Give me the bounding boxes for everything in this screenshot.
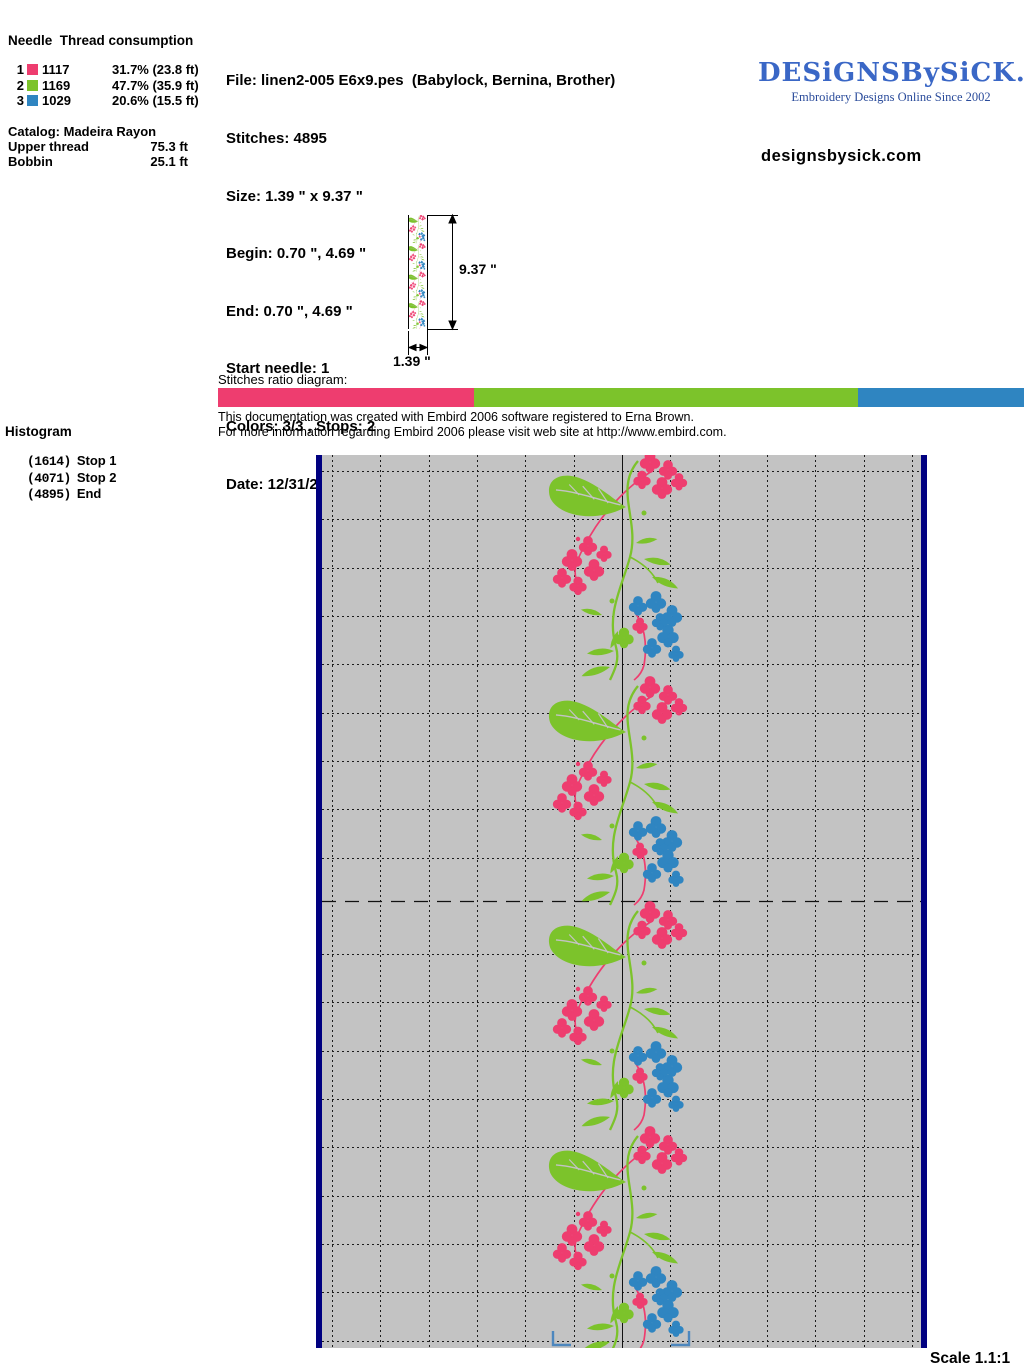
needle-number: 2 [16, 77, 24, 93]
thread-code: 1169 [42, 77, 71, 93]
stop-label: Stop 2 [76, 469, 117, 485]
bobbin-row: Bobbin 25.1 ft [8, 154, 188, 169]
upper-thread-value: 75.3 ft [150, 139, 188, 154]
needle-row: 1 1117 31.7% (23.8 ft) [8, 62, 199, 78]
width-dimension-label: 1.39 " [393, 353, 431, 369]
file-info-block: File: linen2-005 E6x9.pes (Babylock, Ber… [226, 33, 615, 513]
begin-line: Begin: 0.70 ", 4.69 " [226, 245, 367, 263]
thread-color-swatch [27, 64, 38, 76]
ratio-segment-pink [218, 388, 474, 407]
bobbin-label: Bobbin [8, 154, 53, 169]
embird-note: This documentation was created with Embi… [218, 410, 727, 440]
upper-thread-row: Upper thread 75.3 ft [8, 139, 188, 154]
histogram-entry: (1614) Stop 1 [27, 453, 117, 470]
stitch-count: (1614) [27, 454, 71, 469]
end-label: End [76, 486, 102, 501]
histogram-title: Histogram [5, 424, 72, 439]
needle-number: 3 [16, 93, 24, 109]
embroidery-design [322, 455, 691, 1348]
needle-number: 1 [16, 62, 24, 78]
designsbysick-logo: DESiGNSBySiCK.COM [758, 58, 1024, 88]
catalog-line: Catalog: Madeira Rayon [8, 124, 157, 139]
thread-consumption: 20.6% (15.5 ft) [112, 93, 199, 109]
dimension-lines [407, 213, 458, 355]
upper-thread-label: Upper thread [8, 139, 89, 154]
design-canvas [316, 455, 927, 1348]
thread-consumption: 47.7% (35.9 ft) [112, 77, 199, 93]
selection-corner-bottom-right [671, 1331, 691, 1347]
stitches-line: Stitches: 4895 [226, 130, 327, 148]
colors-stops-line: Colors: 3/3 , Stops: 2 [226, 418, 376, 436]
selection-corner-bottom-left [551, 1331, 571, 1347]
thread-color-swatch [27, 95, 38, 107]
thread-code: 1029 [42, 93, 71, 109]
thread-consumption: 31.7% (23.8 ft) [112, 62, 199, 78]
grid-layer [322, 455, 921, 1348]
design-thumbnail [408, 215, 427, 329]
stitch-count: (4071) [27, 470, 71, 486]
scale-label: Scale 1.1:1 [930, 1350, 1011, 1367]
needle-table: 1 1117 31.7% (23.8 ft) 2 1169 47.7% (35.… [8, 62, 199, 109]
histogram-entry: (4071) Stop 2 [27, 470, 117, 487]
size-line: Size: 1.39 " x 9.37 " [226, 187, 363, 205]
needle-row: 3 1029 20.6% (15.5 ft) [8, 93, 199, 109]
stitches-ratio-bar [218, 388, 1024, 407]
logo-tagline: Embroidery Designs Online Since 2002 [791, 90, 991, 104]
embird-note-line1: This documentation was created with Embi… [218, 410, 694, 424]
histogram-entry: (4895) End [27, 486, 117, 503]
needle-table-title: Needle Thread consumption [8, 33, 194, 48]
histogram-entries: (1614) Stop 1 (4071) Stop 2 (4895) End [27, 453, 117, 503]
height-dimension-label: 9.37 " [459, 261, 497, 277]
ratio-diagram-label: Stitches ratio diagram: [218, 372, 348, 387]
thread-code: 1117 [42, 62, 70, 78]
ratio-segment-green [473, 388, 858, 407]
website-text: designsbysick.com [761, 147, 922, 165]
stitch-count: (4895) [27, 487, 71, 502]
file-name-line: File: linen2-005 E6x9.pes (Babylock, Ber… [226, 72, 616, 90]
embird-note-line2: For more information regarding Embird 20… [218, 424, 727, 439]
end-line: End: 0.70 ", 4.69 " [226, 302, 353, 320]
bobbin-value: 25.1 ft [150, 154, 188, 169]
stop-label: Stop 1 [76, 453, 117, 468]
start-needle-line: Start needle: 1 [226, 360, 330, 378]
thread-color-swatch [27, 79, 38, 91]
needle-row: 2 1169 47.7% (35.9 ft) [8, 78, 199, 94]
ratio-segment-blue [857, 388, 1024, 407]
